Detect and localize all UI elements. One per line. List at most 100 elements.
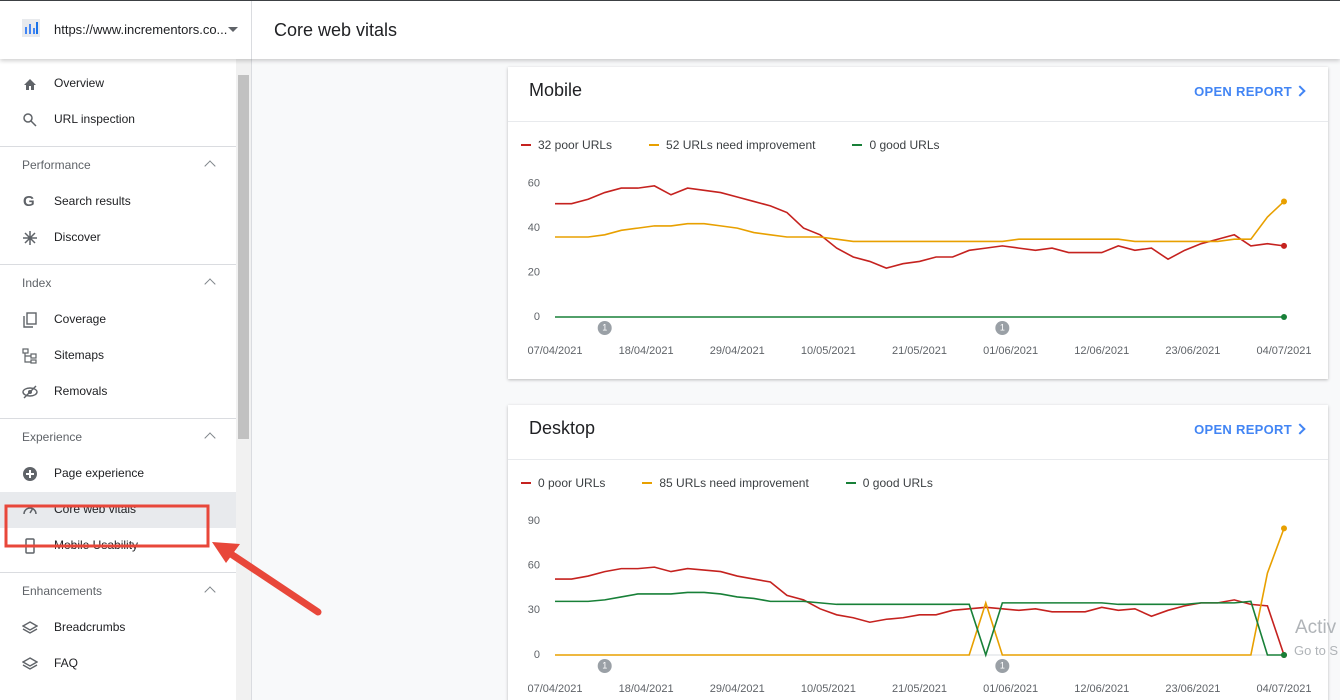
legend-item[interactable]: 85 URLs need improvement	[642, 476, 809, 490]
annotation-marker[interactable]	[995, 659, 1010, 673]
nav-icon	[24, 79, 36, 90]
section-title[interactable]: Index	[22, 276, 52, 290]
watermark: Go to S	[1294, 643, 1339, 658]
nav-label: Coverage	[54, 312, 107, 326]
series-line	[555, 591, 1284, 658]
svg-text:G: G	[23, 194, 35, 210]
open-report[interactable]: OPEN REPORT	[1194, 84, 1292, 99]
divider	[0, 264, 236, 265]
property-selector[interactable]: https://www.incrementors.co...	[54, 22, 228, 37]
section-title[interactable]: Enhancements	[22, 584, 103, 598]
collapse-chevron	[204, 432, 216, 444]
dropdown-caret[interactable]	[228, 27, 238, 32]
legend-item[interactable]: 0 good URLs	[852, 138, 940, 152]
card-title: Desktop	[529, 418, 596, 438]
x-tick-label: 01/06/2021	[983, 345, 1038, 357]
nav-icon	[22, 348, 37, 364]
nav-label: Discover	[54, 230, 101, 244]
legend-item[interactable]: 0 good URLs	[845, 476, 933, 490]
nav-label: Sitemaps	[54, 348, 105, 362]
annotation-label: 1	[602, 660, 607, 670]
open-report[interactable]: OPEN REPORT	[1194, 422, 1292, 437]
scrollbar[interactable]	[236, 59, 252, 700]
x-tick-label: 10/05/2021	[801, 683, 856, 695]
legend-label: 32 poor URLs	[538, 138, 613, 152]
x-tick-label: 21/05/2021	[892, 683, 947, 695]
nav-item[interactable]: Page experience	[0, 456, 236, 492]
series-line	[555, 528, 1285, 656]
x-tick-label: 23/06/2021	[1165, 683, 1220, 695]
nav-item[interactable]: Mobile Usability	[0, 528, 236, 564]
annotation-marker[interactable]	[597, 659, 612, 673]
legend-swatch	[521, 482, 531, 484]
nav-item[interactable]: Overview	[0, 66, 236, 102]
nav-label: Core web vitals	[54, 502, 137, 516]
nav-item[interactable]: Breadcrumbs	[0, 610, 236, 646]
y-tick-label: 0	[534, 649, 540, 661]
y-tick-label: 60	[528, 560, 540, 572]
chart-card: Mobile OPEN REPORT 32 poor URLs 52 URLs nee…	[508, 67, 1328, 379]
end-point	[1281, 652, 1287, 658]
nav-item[interactable]: Removals	[0, 374, 236, 410]
annotation-marker[interactable]	[995, 321, 1010, 335]
legend: 0 poor URLs 85 URLs need improvement 0 goo…	[521, 476, 933, 490]
legend-swatch	[852, 144, 863, 146]
site-icon	[22, 19, 40, 37]
nav-icon: G	[23, 194, 35, 210]
legend-label: 85 URLs need improvement	[659, 476, 809, 490]
divider	[0, 572, 236, 573]
legend-label: 52 URLs need improvement	[666, 138, 816, 152]
nav-item[interactable]: Sitemaps	[0, 338, 236, 374]
legend-label: 0 poor URLs	[538, 476, 606, 490]
nav-label: URL inspection	[54, 112, 135, 126]
nav-icon	[22, 385, 38, 399]
card-title: Mobile	[529, 80, 583, 100]
end-point	[1281, 242, 1287, 249]
x-tick-label: 29/04/2021	[710, 683, 765, 695]
legend-item[interactable]: 52 URLs need improvement	[649, 138, 815, 152]
divider	[251, 1, 252, 59]
nav-label: Page experience	[54, 466, 145, 480]
end-point	[1281, 198, 1287, 205]
legend-item[interactable]: 32 poor URLs	[521, 138, 612, 152]
annotation-marker[interactable]	[597, 321, 612, 335]
x-tick-label: 01/06/2021	[983, 683, 1038, 695]
x-tick-label: 12/06/2021	[1074, 345, 1129, 357]
nav-icon	[23, 507, 37, 515]
y-tick-label: 90	[528, 515, 540, 527]
scroll-thumb[interactable]	[238, 75, 249, 439]
x-tick-label: 18/04/2021	[619, 683, 674, 695]
series-line	[555, 185, 1285, 269]
x-tick-label: 10/05/2021	[801, 345, 856, 357]
section-title[interactable]: Performance	[22, 158, 91, 172]
divider	[508, 121, 1328, 122]
nav-item[interactable]: FAQ	[0, 646, 236, 682]
nav-item[interactable]: Core web vitals	[0, 492, 236, 528]
legend-item[interactable]: 0 poor URLs	[521, 476, 605, 490]
x-tick-label: 04/07/2021	[1256, 345, 1311, 357]
end-point	[1281, 314, 1287, 320]
x-tick-label: 18/04/2021	[619, 345, 674, 357]
section-title[interactable]: Experience	[22, 430, 83, 444]
legend-swatch	[521, 144, 531, 146]
legend-swatch	[845, 482, 856, 484]
watermark: Activ	[1295, 617, 1337, 638]
nav-icon	[22, 621, 38, 634]
nav-item[interactable]: URL inspection	[0, 102, 236, 138]
x-tick-label: 12/06/2021	[1074, 683, 1129, 695]
x-tick-label: 23/06/2021	[1165, 345, 1220, 357]
legend-swatch	[649, 144, 660, 146]
nav-label: Removals	[54, 384, 108, 398]
nav-item[interactable]: Coverage	[0, 302, 236, 338]
x-tick-label: 07/04/2021	[527, 345, 582, 357]
chart-card: Desktop OPEN REPORT 0 poor URLs 85 URLs nee…	[508, 405, 1328, 700]
nav-label: Mobile Usability	[54, 538, 139, 552]
sidebar: Overview URL inspection Performance G Search…	[0, 59, 236, 700]
nav-icon	[25, 538, 35, 554]
nav-item[interactable]: Discover	[0, 220, 236, 256]
x-tick-label: 21/05/2021	[892, 345, 947, 357]
divider	[508, 459, 1328, 460]
collapse-chevron	[204, 278, 216, 290]
nav-item[interactable]: G Search results	[0, 184, 236, 220]
